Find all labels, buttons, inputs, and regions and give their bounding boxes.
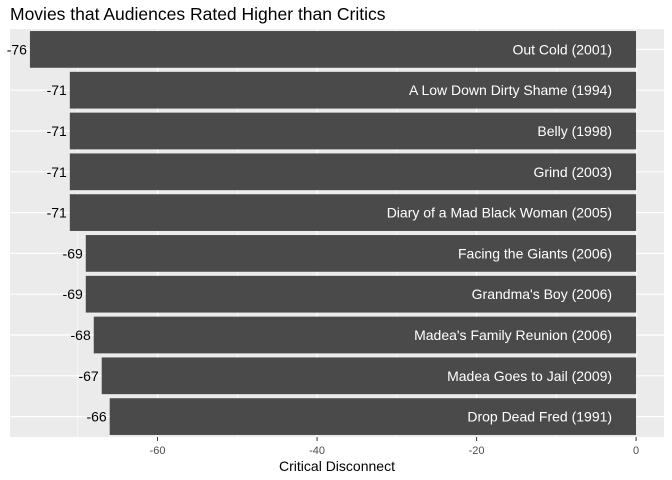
bar-value-label: -66 bbox=[86, 409, 106, 425]
bar-value-label: -71 bbox=[47, 123, 67, 139]
bar-value-label: -71 bbox=[47, 205, 67, 221]
bar bbox=[69, 153, 637, 191]
bar-value-label: -69 bbox=[63, 286, 83, 302]
bar-category-label: Facing the Giants (2006) bbox=[458, 245, 612, 261]
bar-category-label: Grandma's Boy (2006) bbox=[472, 286, 612, 302]
bar-value-label: -76 bbox=[7, 41, 27, 57]
bar-value-label: -67 bbox=[78, 368, 98, 384]
x-tick-label: 0 bbox=[633, 445, 639, 457]
bar bbox=[109, 398, 637, 435]
bar-value-label: -71 bbox=[47, 82, 67, 98]
bar bbox=[69, 112, 637, 150]
x-tick-label: -20 bbox=[469, 445, 485, 457]
bar bbox=[69, 71, 637, 109]
bar bbox=[101, 357, 637, 395]
bar-value-label: -68 bbox=[71, 327, 91, 343]
x-axis: -60 -40 -20 0 bbox=[150, 437, 639, 457]
x-tick-label: -60 bbox=[150, 445, 166, 457]
bar-category-label: Grind (2003) bbox=[533, 164, 612, 180]
x-tick-label: -40 bbox=[309, 445, 325, 457]
bar bbox=[29, 31, 637, 68]
bar-category-label: Out Cold (2001) bbox=[512, 41, 612, 57]
bar-value-label: -69 bbox=[63, 245, 83, 261]
chart-title: Movies that Audiences Rated Higher than … bbox=[10, 4, 386, 24]
bar bbox=[93, 316, 637, 354]
bar-category-label: Diary of a Mad Black Woman (2005) bbox=[387, 205, 612, 221]
bar bbox=[85, 235, 637, 272]
bar-category-label: A Low Down Dirty Shame (1994) bbox=[409, 82, 612, 98]
bar-category-label: Belly (1998) bbox=[537, 123, 612, 139]
bar-category-label: Madea's Family Reunion (2006) bbox=[414, 327, 612, 343]
bar bbox=[85, 275, 637, 313]
x-axis-title: Critical Disconnect bbox=[279, 458, 395, 474]
bar-category-label: Madea Goes to Jail (2009) bbox=[447, 368, 612, 384]
bar bbox=[69, 194, 637, 231]
bars: Out Cold (2001) -76 A Low Down Dirty Shame… bbox=[7, 31, 637, 435]
bar-category-label: Drop Dead Fred (1991) bbox=[467, 409, 612, 425]
bar-value-label: -71 bbox=[47, 164, 67, 180]
